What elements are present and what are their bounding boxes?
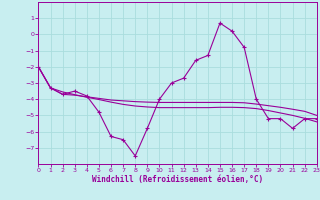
X-axis label: Windchill (Refroidissement éolien,°C): Windchill (Refroidissement éolien,°C) bbox=[92, 175, 263, 184]
